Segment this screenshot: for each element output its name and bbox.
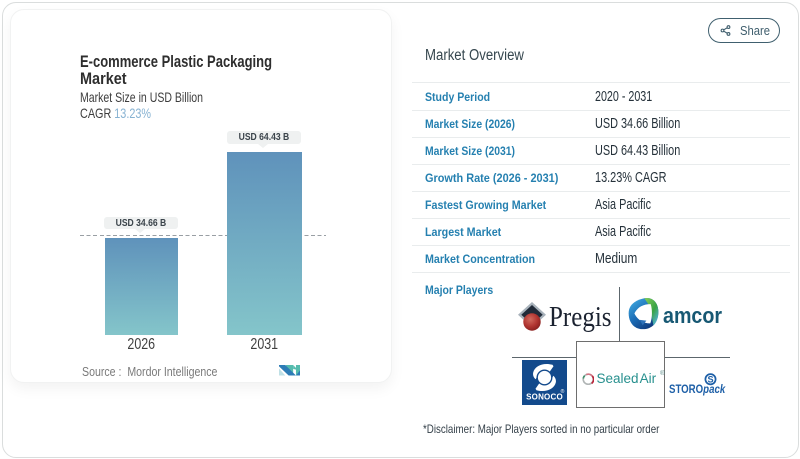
- svg-text:S: S: [707, 375, 713, 385]
- svg-text:SONOCO: SONOCO: [526, 392, 563, 401]
- svg-text:®: ®: [560, 388, 564, 395]
